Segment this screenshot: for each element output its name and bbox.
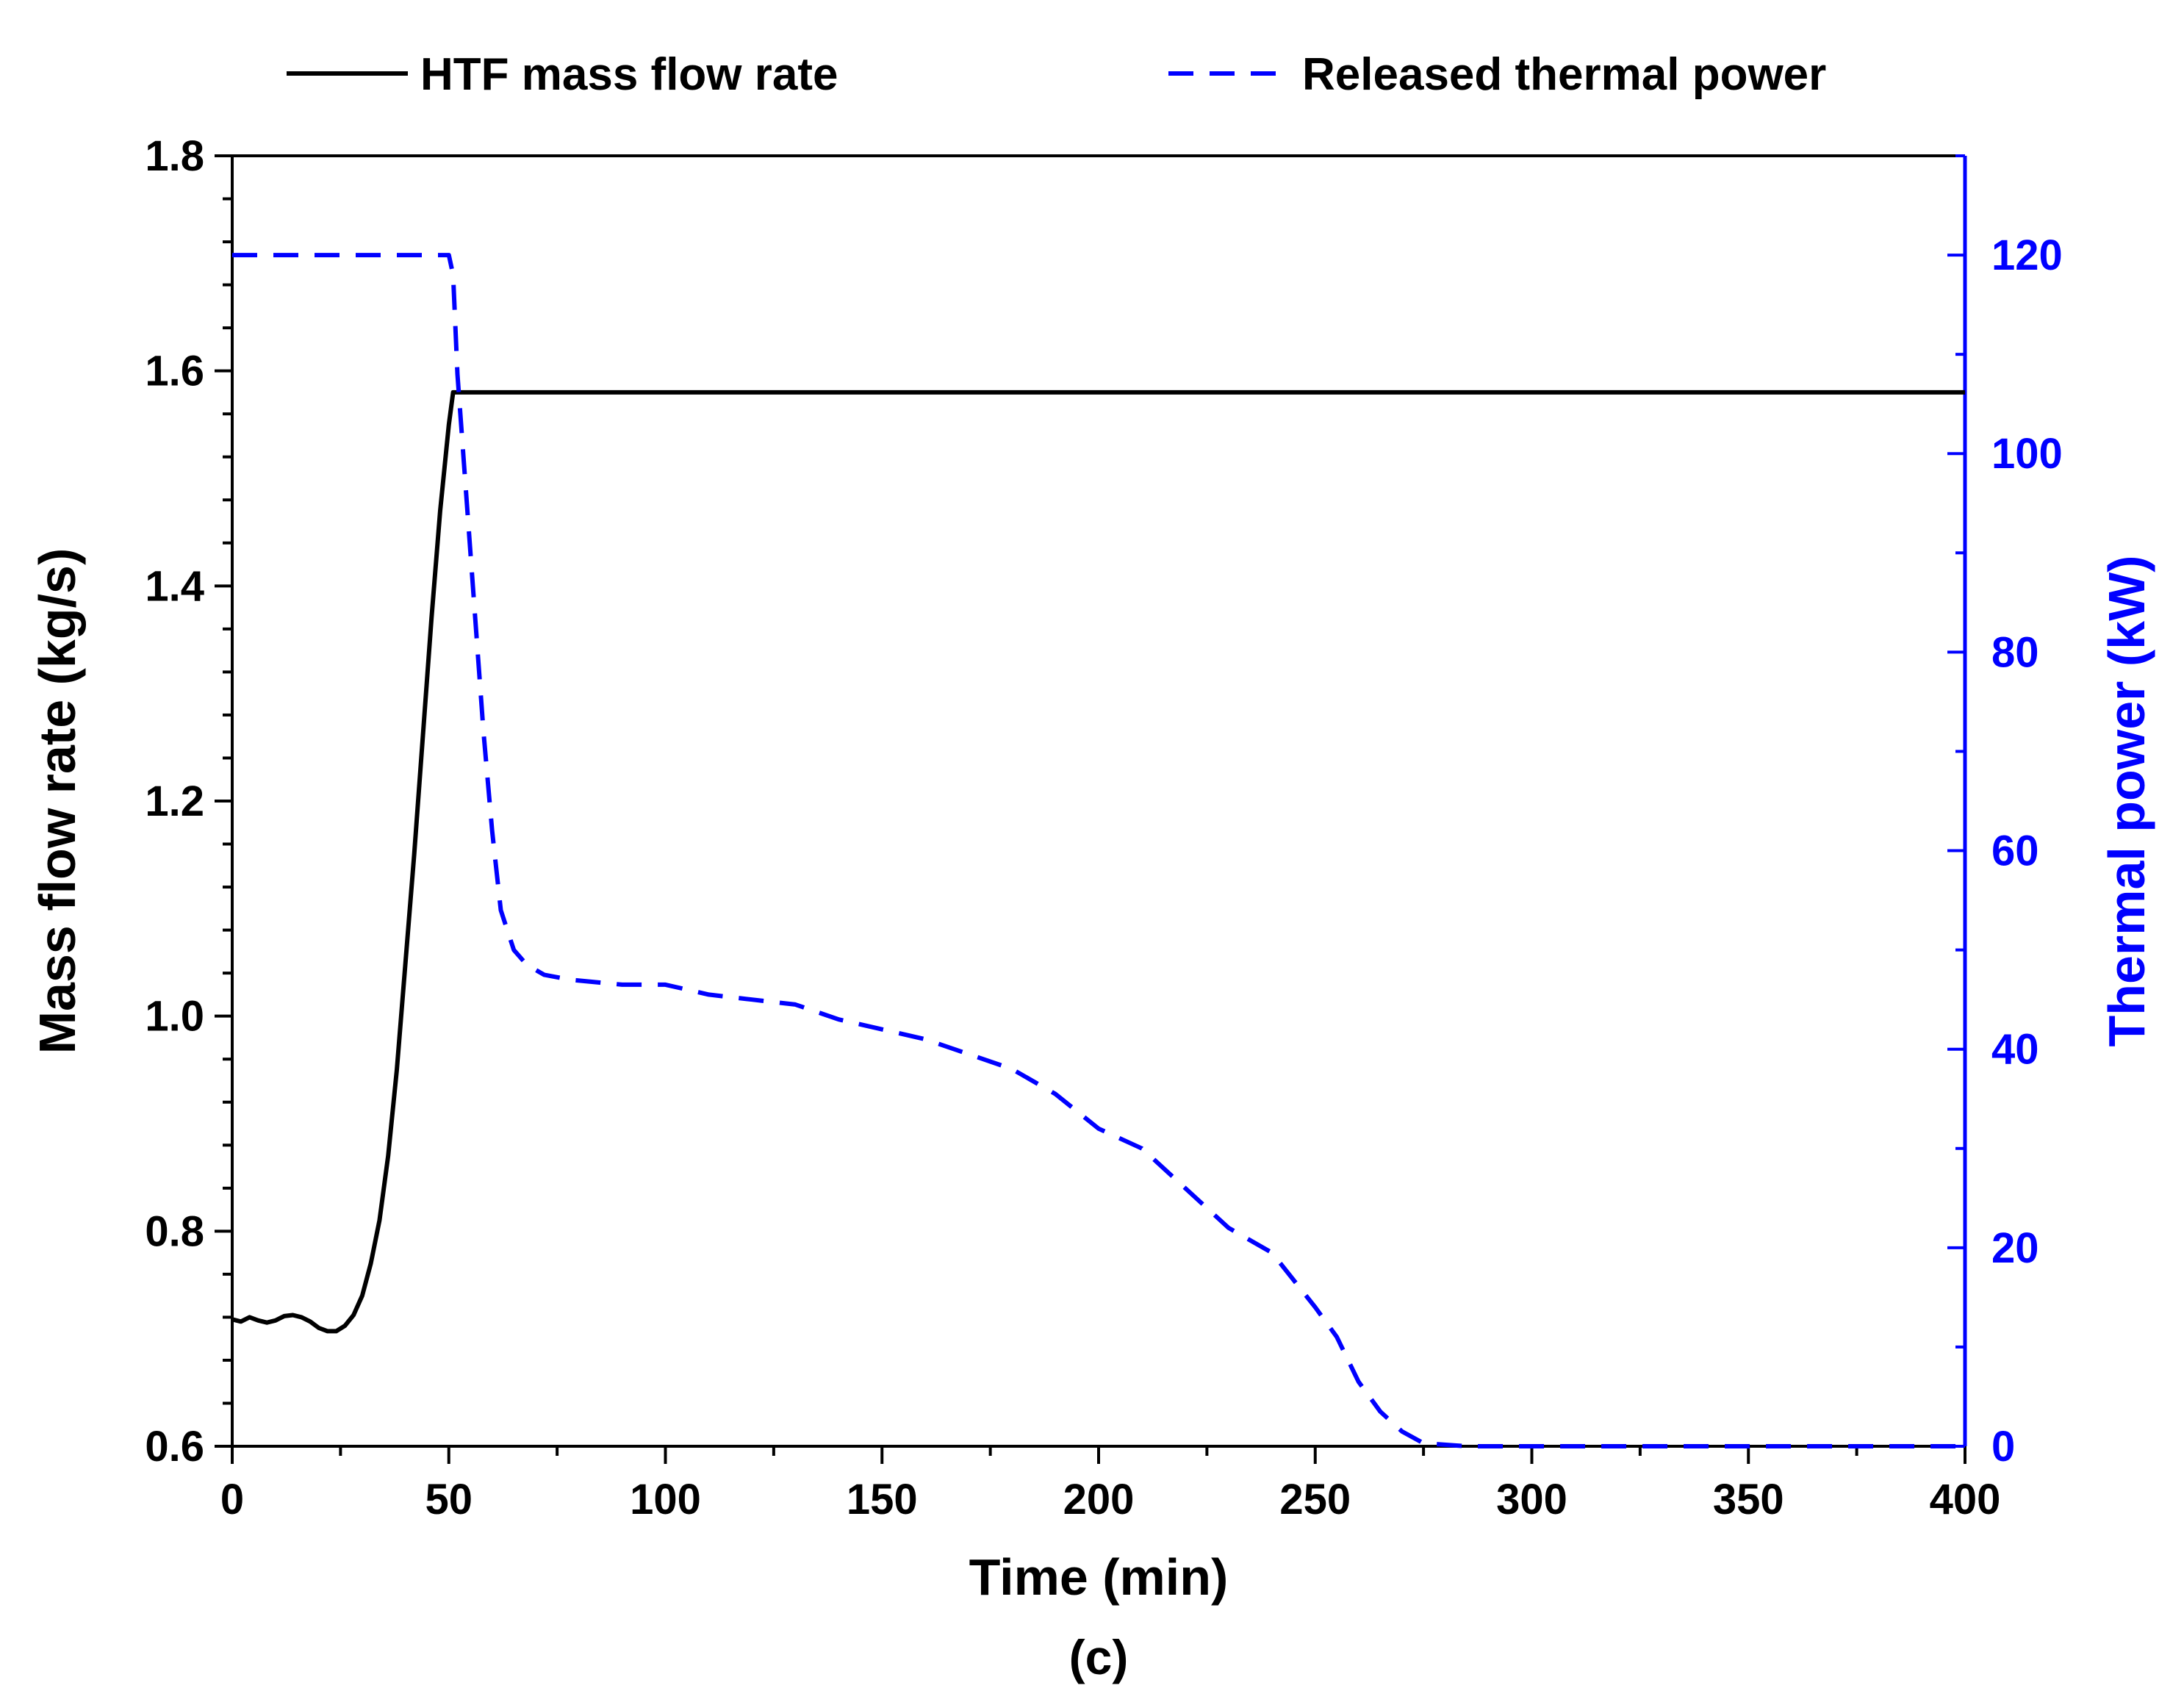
y-right-tick-label: 100	[1991, 430, 2063, 478]
series-layer	[231, 253, 1965, 1448]
thermal-power-line	[232, 253, 1965, 1448]
legend-label-mass-flow: HTF mass flow rate	[420, 49, 838, 100]
x-tick-label: 0	[220, 1476, 244, 1523]
y-right-axis-title: Thermal power (kW)	[2098, 556, 2155, 1047]
y-right-tick-label: 20	[1991, 1224, 2039, 1272]
x-tick-label: 150	[847, 1476, 918, 1523]
mass-flow-line	[231, 389, 1965, 1334]
y-right-tick-label: 0	[1991, 1423, 2015, 1471]
y-right-tick-label: 120	[1991, 231, 2063, 279]
y-left-tick-label: 0.8	[145, 1207, 204, 1255]
y-left-tick-label: 1.0	[145, 993, 204, 1041]
y-right-tick-label: 40	[1991, 1026, 2039, 1074]
legend: HTF mass flow rate Released thermal powe…	[287, 49, 1826, 100]
y-left-axis-title: Mass flow rate (kg/s)	[29, 548, 86, 1055]
x-axis-ticks: 0 50 100 150 200 250 300 350 400	[220, 1446, 2001, 1523]
x-axis-title: Time (min)	[969, 1548, 1229, 1606]
figure-caption: (c)	[1069, 1630, 1129, 1684]
x-tick-label: 250	[1279, 1476, 1351, 1523]
legend-label-thermal-power: Released thermal power	[1302, 49, 1826, 100]
y-right-axis-ticks: 0 20 40 60 80 100 120	[1947, 154, 2063, 1471]
y-left-axis-ticks: 0.6 0.8 1.0 1.2 1.4 1.6 1.8	[145, 132, 232, 1471]
x-tick-label: 300	[1496, 1476, 1567, 1523]
x-tick-label: 200	[1063, 1476, 1135, 1523]
x-tick-label: 100	[630, 1476, 701, 1523]
y-left-tick-label: 1.4	[145, 562, 204, 610]
y-left-tick-label: 1.2	[145, 778, 204, 825]
x-tick-label: 50	[425, 1476, 473, 1523]
y-right-tick-label: 60	[1991, 827, 2039, 875]
y-left-tick-label: 1.8	[145, 132, 204, 180]
y-left-tick-label: 0.6	[145, 1423, 204, 1471]
y-left-tick-label: 1.6	[145, 348, 204, 395]
x-tick-label: 350	[1713, 1476, 1784, 1523]
x-tick-label: 400	[1930, 1476, 2001, 1523]
y-right-tick-label: 80	[1991, 628, 2039, 676]
